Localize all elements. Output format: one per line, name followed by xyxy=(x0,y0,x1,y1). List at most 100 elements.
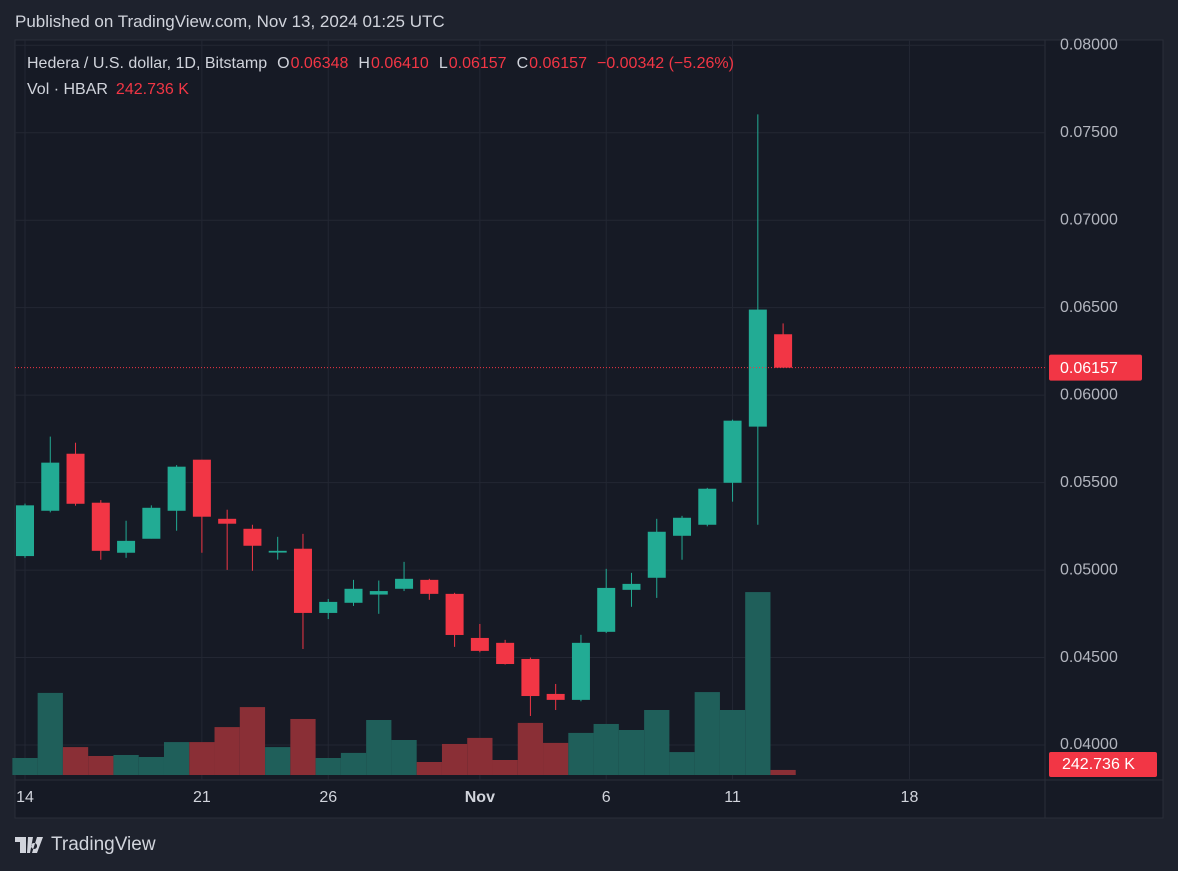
volume-bar xyxy=(163,742,190,775)
last-volume-box xyxy=(1049,752,1157,777)
volume-bar xyxy=(265,747,291,775)
candle-body xyxy=(748,309,767,427)
volume-bar xyxy=(366,720,392,775)
chart-frame xyxy=(14,39,1164,819)
key: O xyxy=(277,55,290,72)
y-tick-label: 0.05500 xyxy=(1060,474,1118,491)
key: H xyxy=(358,55,370,72)
y-tick-label: 0.04500 xyxy=(1060,649,1118,666)
volume-value: 242.736 K xyxy=(115,81,189,98)
candle-body xyxy=(571,642,590,700)
volume-bar xyxy=(239,707,266,775)
candle-body xyxy=(546,693,565,700)
x-tick-label: 11 xyxy=(724,789,741,806)
volume-bar xyxy=(593,723,619,775)
volume-bar xyxy=(340,752,367,775)
volume-bar xyxy=(138,757,164,775)
volume-legend: Vol · HBAR 242.736 K xyxy=(27,81,189,99)
volume-bar xyxy=(214,727,240,775)
brand[interactable]: TradingView xyxy=(15,834,156,856)
y-tick-label: 0.05000 xyxy=(1060,561,1118,578)
candle-body xyxy=(445,593,464,635)
candle-body xyxy=(698,488,717,525)
y-tick-label: 0.04000 xyxy=(1060,736,1118,753)
volume-bar xyxy=(290,718,316,775)
volume-bar xyxy=(618,730,645,775)
candle-body xyxy=(420,579,439,594)
value: 0.06157 xyxy=(448,55,507,72)
key: C xyxy=(516,55,529,72)
brand-icon xyxy=(15,837,43,853)
last-price-box xyxy=(1049,354,1142,381)
published-note: Published on TradingView.com, Nov 13, 20… xyxy=(15,12,445,31)
y-tick-label: 0.07000 xyxy=(1060,211,1118,228)
last-price-label: 0.06157 xyxy=(1060,360,1118,377)
volume-bar xyxy=(568,732,594,775)
low-field: L 0.06157 xyxy=(439,55,507,73)
candle-body xyxy=(243,528,262,546)
open-field: O 0.06348 xyxy=(277,55,348,73)
candle-body xyxy=(167,466,186,511)
candle-body xyxy=(723,420,742,483)
x-tick-label: Nov xyxy=(465,789,495,806)
volume-bar xyxy=(416,762,442,775)
candle-body xyxy=(470,637,489,651)
volume-bar xyxy=(543,742,569,775)
value: 0.06410 xyxy=(370,55,429,72)
volume-bar xyxy=(62,747,89,775)
candle-body xyxy=(344,588,363,603)
x-tick-label: 21 xyxy=(193,789,211,806)
volume-bar xyxy=(189,742,215,775)
brand-name: TradingView xyxy=(51,834,156,855)
candle-body xyxy=(597,587,616,632)
y-tick-label: 0.06500 xyxy=(1060,299,1118,316)
candle-body xyxy=(521,658,540,697)
symbol: Hedera / U.S. dollar, 1D, Bitstamp xyxy=(27,55,268,72)
candle-body xyxy=(16,505,34,557)
volume-bar xyxy=(719,710,746,775)
candle-body xyxy=(622,583,641,590)
candle-body xyxy=(192,459,211,517)
volume-bar xyxy=(492,760,518,775)
candle-body xyxy=(293,548,312,613)
x-tick-label: 18 xyxy=(901,789,919,806)
y-tick-label: 0.06000 xyxy=(1060,386,1118,403)
candle-body xyxy=(319,601,338,613)
volume-bar xyxy=(669,752,695,775)
change: −0.00342 (−5.26%) xyxy=(596,55,734,72)
x-tick-label: 6 xyxy=(602,789,611,806)
y-tick-label: 0.07500 xyxy=(1060,124,1118,141)
candle-body xyxy=(91,502,110,551)
volume-bar xyxy=(770,769,796,775)
volume-bar xyxy=(644,710,670,775)
volume-bar xyxy=(113,755,139,775)
candle-body xyxy=(395,578,414,589)
x-tick-label: 14 xyxy=(16,789,34,806)
candle-body xyxy=(774,334,793,368)
volume-bar xyxy=(467,737,493,775)
volume-bar xyxy=(517,722,544,775)
volume-bar xyxy=(315,758,341,775)
key: L xyxy=(438,55,448,72)
candle-body xyxy=(496,642,515,665)
candle-body xyxy=(142,507,161,539)
candle-body xyxy=(647,531,666,578)
ohlc-legend: Hedera / U.S. dollar, 1D, Bitstamp O 0.06… xyxy=(27,55,734,73)
volume-bar xyxy=(12,758,38,775)
candle-body xyxy=(268,550,287,553)
volume-key: Vol · HBAR xyxy=(27,81,108,98)
volume-bar xyxy=(745,592,771,775)
volume-bar xyxy=(694,692,720,775)
high-field: H 0.06410 xyxy=(358,55,428,73)
volume-bar xyxy=(37,692,63,775)
candle-body xyxy=(673,517,692,536)
candle-body xyxy=(369,591,388,595)
last-volume-label: 242.736 K xyxy=(1062,756,1135,773)
candle-body xyxy=(66,453,85,504)
volume-bar xyxy=(88,756,114,775)
value: 0.06157 xyxy=(529,55,587,72)
x-tick-label: 26 xyxy=(319,789,337,806)
candle-body xyxy=(117,540,136,553)
